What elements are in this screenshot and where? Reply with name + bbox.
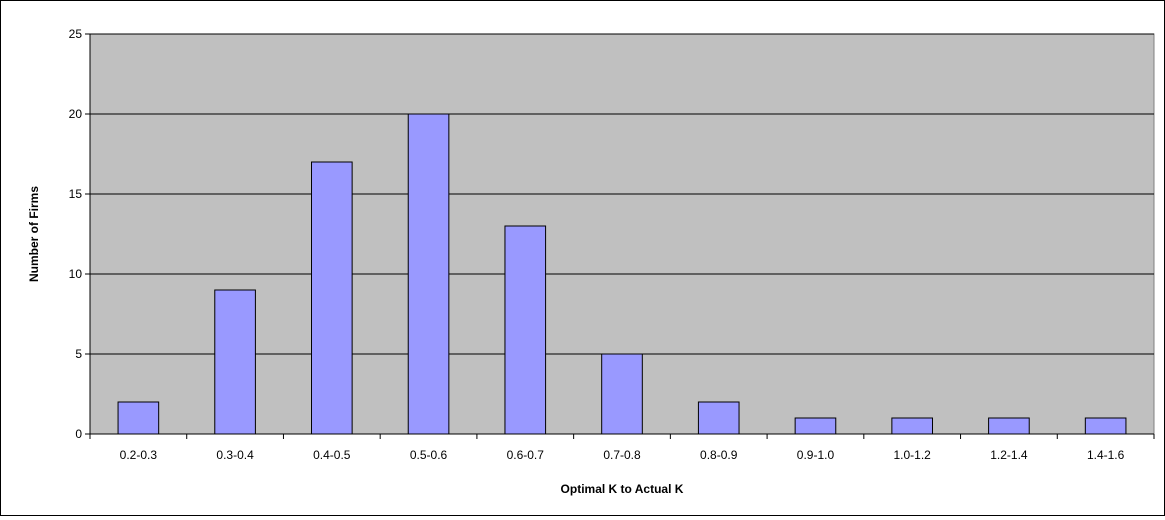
y-tick-label: 10 bbox=[69, 267, 83, 281]
y-tick-label: 0 bbox=[75, 427, 82, 441]
bar-0.3-0.4 bbox=[214, 289, 256, 435]
bar-0.5-0.6 bbox=[407, 113, 450, 435]
y-tick-label: 20 bbox=[69, 107, 83, 121]
x-tick-label: 0.3-0.4 bbox=[216, 448, 254, 462]
axes: 0 5 10 15 20 25 0.2-0.3 0.3-0.4 0.4-0.5 0.5-0.6 0.… bbox=[69, 27, 1155, 462]
x-tick-label: 0.5-0.6 bbox=[410, 448, 448, 462]
bar-1.4-1.6 bbox=[1084, 417, 1127, 435]
x-tick-label: 0.6-0.7 bbox=[507, 448, 545, 462]
bar-0.6-0.7 bbox=[504, 225, 547, 435]
x-tick-label: 0.2-0.3 bbox=[120, 448, 158, 462]
bars bbox=[117, 113, 1127, 435]
bar-0.4-0.5 bbox=[311, 161, 353, 435]
x-tick-label: 0.4-0.5 bbox=[313, 448, 351, 462]
bar-0.8-0.9 bbox=[697, 401, 740, 435]
x-tick-label: 1.0-1.2 bbox=[894, 448, 932, 462]
x-axis-title: Optimal K to Actual K bbox=[561, 482, 684, 496]
y-tick-label: 5 bbox=[75, 347, 82, 361]
y-axis-title: Number of Firms bbox=[27, 186, 41, 282]
gridlines bbox=[90, 33, 1154, 355]
x-tick-label: 0.8-0.9 bbox=[700, 448, 738, 462]
bar-0.7-0.8 bbox=[601, 353, 643, 435]
bar-1.2-1.4 bbox=[988, 417, 1030, 435]
bar-0.2-0.3 bbox=[117, 401, 160, 435]
bar-0.9-1.0 bbox=[794, 417, 837, 435]
y-tick-label: 25 bbox=[69, 27, 83, 41]
x-tick-label: 1.4-1.6 bbox=[1087, 448, 1125, 462]
x-tick-label: 1.2-1.4 bbox=[990, 448, 1028, 462]
bar-1.0-1.2 bbox=[891, 417, 933, 435]
x-tick-label: 0.7-0.8 bbox=[603, 448, 641, 462]
x-tick-label: 0.9-1.0 bbox=[797, 448, 835, 462]
y-tick-label: 15 bbox=[69, 187, 83, 201]
